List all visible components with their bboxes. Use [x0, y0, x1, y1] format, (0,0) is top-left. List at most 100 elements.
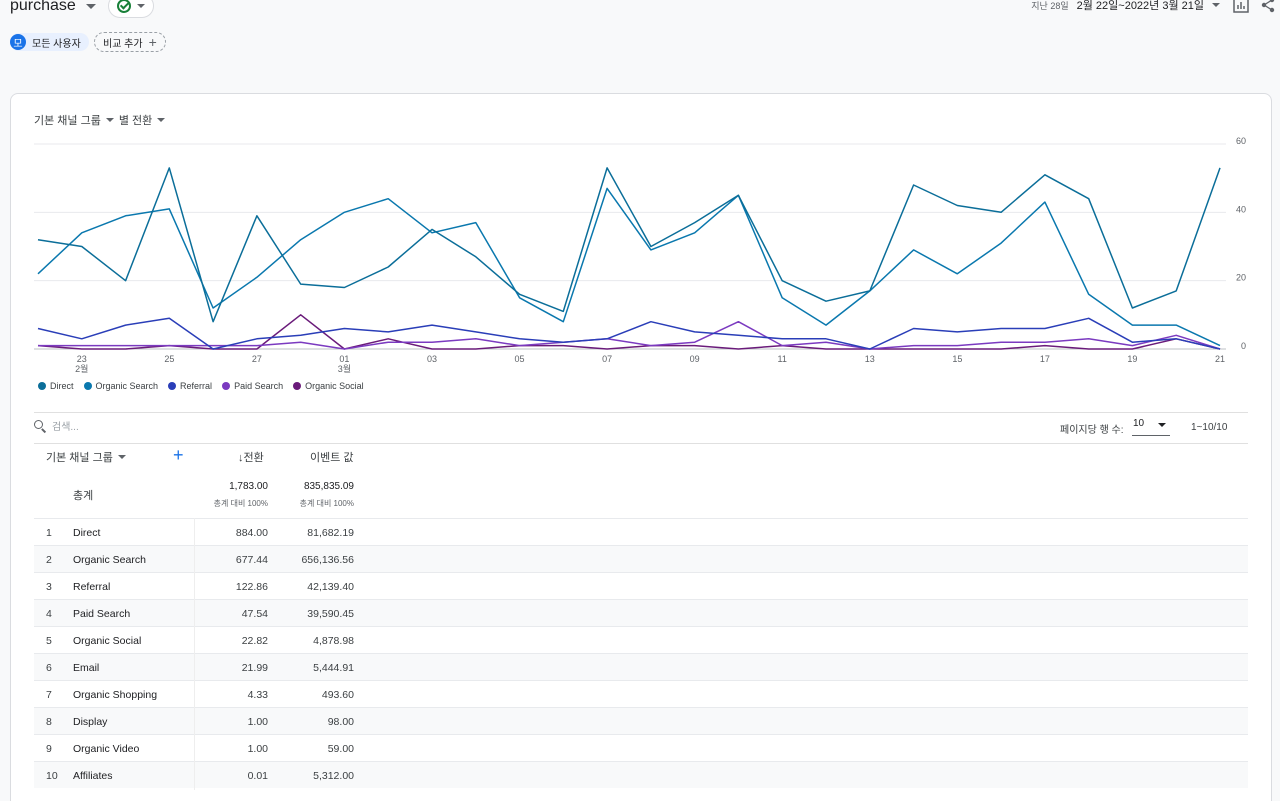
x-tick-label: 05	[515, 354, 525, 364]
chevron-down-icon[interactable]	[105, 118, 114, 122]
add-dimension-button[interactable]: +	[173, 445, 184, 465]
row-index: 1	[46, 527, 52, 539]
event-value-header[interactable]: 이벤트 값	[310, 452, 354, 464]
plus-icon: +	[148, 34, 157, 50]
x-tick-label: 27	[252, 354, 262, 364]
series-line-direct	[37, 167, 1221, 323]
row-channel: Direct	[73, 527, 101, 539]
y-tick-label: 20	[1236, 273, 1246, 283]
search-icon	[34, 419, 46, 432]
row-channel: Paid Search	[73, 608, 131, 620]
report-title[interactable]: purchase	[10, 0, 96, 15]
legend-label: Paid Search	[234, 381, 284, 391]
row-conversions: 677.44	[235, 554, 268, 566]
row-conversions: 22.82	[241, 635, 268, 647]
row-event-value: 81,682.19	[307, 527, 354, 539]
row-channel: Display	[73, 716, 108, 728]
pagination-range: 1~10/10	[1191, 422, 1228, 433]
row-index: 8	[46, 716, 52, 728]
totals-conversions: 1,783.00	[229, 481, 268, 492]
row-conversions: 0.01	[247, 770, 268, 782]
table-row[interactable]: 6 Email 21.99 5,444.91	[34, 653, 1248, 680]
row-conversions: 122.86	[235, 581, 268, 593]
table-row[interactable]: 5 Organic Social 22.82 4,878.98	[34, 626, 1248, 653]
customize-report-icon[interactable]	[1232, 0, 1250, 14]
row-event-value: 656,136.56	[301, 554, 354, 566]
search-input[interactable]: 검색...	[52, 422, 79, 433]
row-conversions: 1.00	[247, 716, 268, 728]
totals-event-value-pct: 총계 대비 100%	[299, 499, 354, 508]
chevron-down-icon[interactable]	[85, 3, 96, 9]
row-conversions: 47.54	[241, 608, 268, 620]
chart-dimension-selector[interactable]: 기본 채널 그룹	[34, 115, 101, 127]
legend-item[interactable]: Organic Search	[83, 381, 158, 391]
legend-dot-icon	[168, 382, 177, 390]
x-tick-label: 01	[339, 354, 349, 364]
segment-chip-all-users[interactable]: 모 모든 사용자	[10, 33, 89, 51]
table-search[interactable]: 검색...	[34, 418, 79, 433]
date-range-value: 2월 22일~2022년 3월 21일	[1076, 0, 1204, 12]
row-index: 6	[46, 662, 52, 674]
status-menu-button[interactable]	[108, 0, 154, 18]
table-row[interactable]: 10 Affiliates 0.01 5,312.00	[34, 761, 1248, 788]
rows-per-page-value: 10	[1133, 418, 1145, 429]
y-tick-label: 60	[1236, 136, 1246, 146]
chevron-down-icon	[1158, 423, 1166, 427]
series-line-referral	[37, 317, 1221, 350]
report-card	[10, 93, 1272, 801]
conversions-header[interactable]: ↓전환	[238, 452, 264, 464]
rows-per-page-select[interactable]: 10	[1132, 418, 1170, 436]
legend-dot-icon	[83, 382, 92, 390]
row-event-value: 493.60	[321, 689, 354, 701]
dimension-header-label: 기본 채널 그룹	[46, 452, 113, 464]
table-row[interactable]: 3 Referral 122.86 42,139.40	[34, 572, 1248, 599]
x-tick-label: 11	[778, 354, 787, 364]
y-tick-label: 0	[1241, 341, 1246, 351]
legend-item[interactable]: Referral	[168, 381, 212, 391]
date-range-picker[interactable]: 지난 28일 2월 22일~2022년 3월 21일	[1031, 0, 1220, 13]
report-title-text: purchase	[10, 0, 76, 14]
segment-avatar: 모	[10, 34, 26, 50]
legend-item[interactable]: Direct	[38, 381, 74, 391]
row-conversions: 4.33	[247, 689, 268, 701]
dimension-header[interactable]: 기본 채널 그룹	[46, 449, 126, 465]
chevron-down-icon[interactable]	[157, 118, 166, 122]
table-row[interactable]: 2 Organic Search 677.44 656,136.56	[34, 545, 1248, 572]
row-event-value: 5,312.00	[313, 770, 354, 782]
table-row[interactable]: 7 Organic Shopping 4.33 493.60	[34, 680, 1248, 707]
x-tick-month-label: 3월	[338, 363, 351, 374]
row-conversions: 21.99	[241, 662, 268, 674]
column-separator	[194, 518, 195, 790]
chart-metric-selector[interactable]: 별 전환	[118, 115, 153, 127]
x-tick-label: 21	[1215, 354, 1225, 364]
legend-label: Organic Social	[305, 381, 364, 391]
row-event-value: 4,878.98	[313, 635, 354, 647]
x-tick-label: 09	[690, 354, 700, 364]
rows-per-page-label: 페이지당 행 수:	[1060, 425, 1124, 436]
y-tick-label: 40	[1236, 204, 1246, 214]
share-icon[interactable]	[1259, 0, 1277, 14]
row-index: 9	[46, 743, 52, 755]
legend-item[interactable]: Paid Search	[222, 381, 283, 391]
row-conversions: 884.00	[235, 527, 268, 539]
series-line-organic-social	[37, 314, 1221, 350]
date-range-label: 지난 28일	[1031, 0, 1069, 11]
x-tick-label: 03	[427, 354, 437, 364]
x-tick-label: 25	[164, 354, 174, 364]
add-comparison-label: 비교 추가	[103, 38, 143, 50]
x-tick-label: 13	[865, 354, 875, 364]
add-comparison-button[interactable]: 비교 추가 +	[94, 32, 166, 52]
x-tick-label: 07	[602, 354, 612, 364]
x-tick-month-label: 2월	[75, 363, 88, 374]
totals-event-value: 835,835.09	[303, 481, 354, 492]
legend-item[interactable]: Organic Social	[293, 381, 364, 391]
x-tick-label: 19	[1127, 354, 1137, 364]
series-line-paid-search	[38, 320, 1221, 350]
table-row[interactable]: 4 Paid Search 47.54 39,590.45	[34, 599, 1248, 626]
table-row[interactable]: 8 Display 1.00 98.00	[34, 707, 1248, 734]
table-row[interactable]: 9 Organic Video 1.00 59.00	[34, 734, 1248, 761]
table-row[interactable]: 1 Direct 884.00 81,682.19	[34, 518, 1248, 545]
legend-dot-icon	[38, 382, 46, 390]
legend-dot-icon	[222, 382, 231, 390]
